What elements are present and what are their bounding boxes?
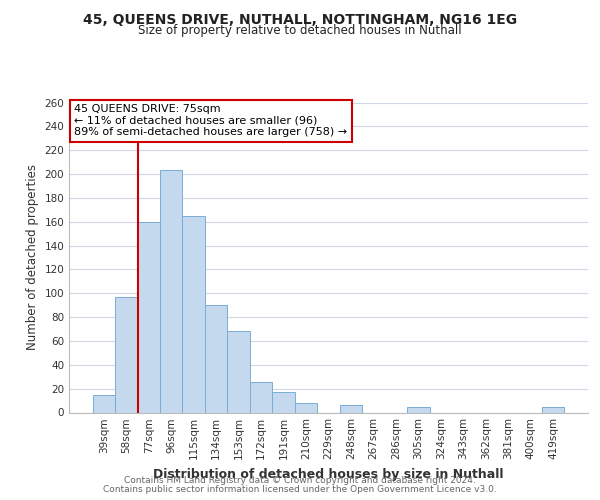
Bar	[227, 332, 250, 412]
Bar	[92, 394, 115, 412]
Bar	[272, 392, 295, 412]
Text: Contains HM Land Registry data © Crown copyright and database right 2024.: Contains HM Land Registry data © Crown c…	[124, 476, 476, 485]
Text: Size of property relative to detached houses in Nuthall: Size of property relative to detached ho…	[138, 24, 462, 37]
Text: 45, QUEENS DRIVE, NUTHALL, NOTTINGHAM, NG16 1EG: 45, QUEENS DRIVE, NUTHALL, NOTTINGHAM, N…	[83, 12, 517, 26]
Bar	[205, 305, 227, 412]
Text: Contains public sector information licensed under the Open Government Licence v3: Contains public sector information licen…	[103, 485, 497, 494]
X-axis label: Distribution of detached houses by size in Nuthall: Distribution of detached houses by size …	[153, 468, 504, 481]
Bar	[160, 170, 182, 412]
Text: 45 QUEENS DRIVE: 75sqm
← 11% of detached houses are smaller (96)
89% of semi-det: 45 QUEENS DRIVE: 75sqm ← 11% of detached…	[74, 104, 347, 138]
Bar	[407, 406, 430, 412]
Y-axis label: Number of detached properties: Number of detached properties	[26, 164, 39, 350]
Bar	[137, 222, 160, 412]
Bar	[250, 382, 272, 412]
Bar	[542, 406, 565, 412]
Bar	[340, 406, 362, 412]
Bar	[182, 216, 205, 412]
Bar	[115, 297, 137, 412]
Bar	[295, 403, 317, 412]
